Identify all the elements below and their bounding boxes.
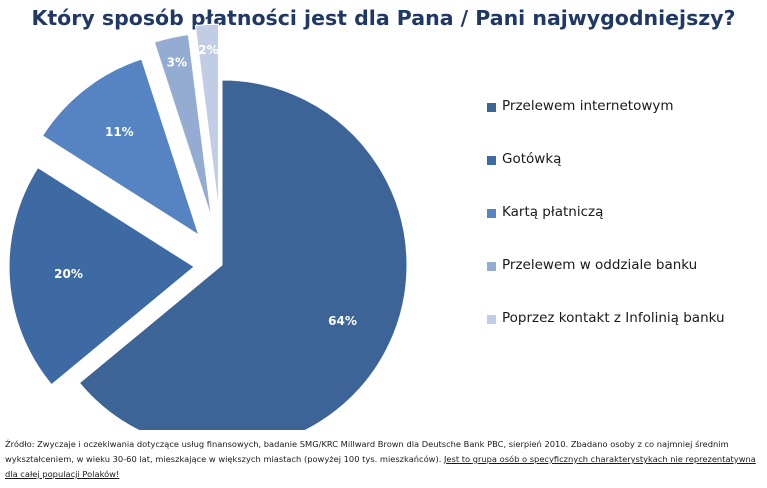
legend-swatch (487, 156, 496, 165)
pie-slice-karta-platnicza (41, 58, 200, 237)
data-label-infolinia: 2% (198, 43, 218, 57)
source-note-text: Źródło: Zwyczaje i oczekiwania dotyczące… (5, 439, 729, 464)
legend-label: Przelewem w oddziale banku (502, 257, 698, 273)
pie-slice-przelewem-w-oddziale (153, 34, 213, 219)
data-label-karta-platnicza: 11% (105, 125, 134, 139)
legend-item-przelewem-internetowym: Przelewem internetowym (487, 98, 725, 151)
data-label-przelewem-internetowym: 64% (328, 314, 357, 328)
data-label-przelewem-w-oddziale: 3% (167, 55, 187, 69)
source-note: Źródło: Zwyczaje i oczekiwania dotyczące… (5, 437, 765, 482)
legend-swatch (487, 262, 496, 271)
legend: Przelewem internetowym Gotówką Kartą płatn… (487, 98, 725, 363)
data-label-gotowka: 20% (54, 267, 83, 281)
legend-label: Przelewem internetowym (502, 98, 674, 114)
pie-slice-gotowka (8, 166, 195, 386)
legend-item-karta-platnicza: Kartą płatniczą (487, 204, 725, 257)
legend-item-gotowka: Gotówką (487, 151, 725, 204)
legend-label: Poprzez kontakt z Infolinią banku (502, 310, 725, 326)
chart-title: Który sposób płatności jest dla Pana / P… (31, 6, 736, 30)
legend-swatch (487, 209, 496, 218)
legend-label: Kartą płatniczą (502, 204, 604, 220)
legend-label: Gotówką (502, 151, 562, 167)
legend-item-infolinia: Poprzez kontakt z Infolinią banku (487, 310, 725, 363)
pie-slice-infolinia (194, 23, 219, 210)
legend-item-przelewem-w-oddziale: Przelewem w oddziale banku (487, 257, 725, 310)
legend-swatch (487, 315, 496, 324)
pie-chart: 64% 20% 11% 3% 2% (8, 23, 408, 430)
legend-swatch (487, 103, 496, 112)
pie-slice-przelewem-internetowym (78, 79, 408, 430)
source-note-link[interactable]: Jest to grupa osób o specyficznych chara… (5, 454, 756, 479)
